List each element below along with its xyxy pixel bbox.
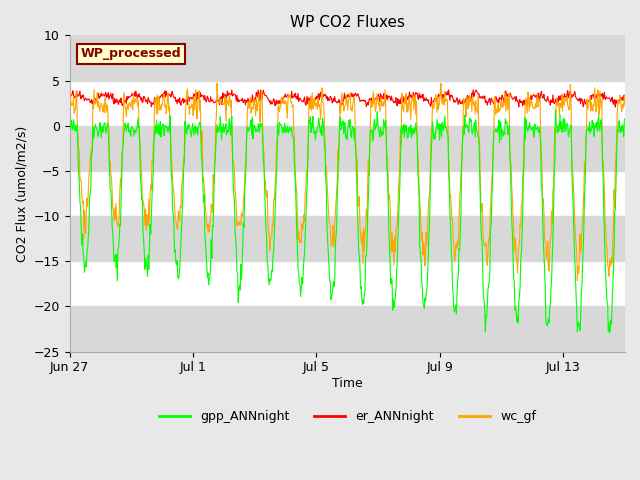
Text: WP_processed: WP_processed [81,48,181,60]
Bar [70,126,625,171]
Y-axis label: CO2 Flux (umol/m2/s): CO2 Flux (umol/m2/s) [15,125,28,262]
Bar [70,306,625,351]
Bar [70,36,625,81]
Bar [70,216,625,261]
X-axis label: Time: Time [332,377,363,390]
Legend: gpp_ANNnight, er_ANNnight, wc_gf: gpp_ANNnight, er_ANNnight, wc_gf [154,405,541,428]
Title: WP CO2 Fluxes: WP CO2 Fluxes [290,15,405,30]
